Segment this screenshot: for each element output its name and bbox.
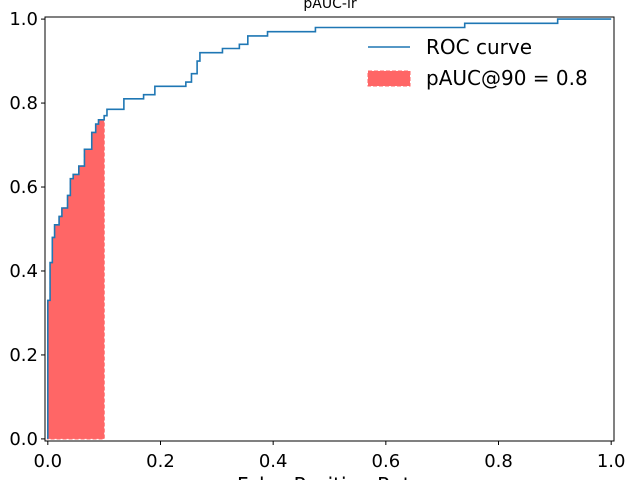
y-tick-label: 0.2 — [9, 345, 38, 366]
y-tick-label: 0.8 — [9, 93, 38, 114]
roc-line — [47, 18, 612, 439]
chart-title: pAUC-lr — [303, 0, 356, 12]
y-tick-label: 0.4 — [9, 261, 38, 282]
legend: ROC curve pAUC@90 = 0.8 — [367, 35, 588, 90]
y-tick-label: 0.0 — [9, 429, 38, 450]
plot-frame — [44, 16, 615, 442]
x-tick-label: 0.4 — [259, 451, 288, 472]
x-tick-label: 1.0 — [597, 451, 626, 472]
legend-patch — [367, 70, 411, 87]
legend-label: pAUC@90 = 0.8 — [426, 66, 588, 90]
x-tick-label: 0.2 — [146, 451, 175, 472]
x-tick-label: 0.6 — [372, 451, 401, 472]
pauc-area — [47, 119, 105, 440]
x-tick-label: 0.8 — [484, 451, 513, 472]
y-tick-label: 0.6 — [9, 177, 38, 198]
legend-label: ROC curve — [426, 35, 532, 59]
y-tick-label: 1.0 — [9, 9, 38, 30]
x-axis-label: False Positive Rate — [237, 473, 423, 480]
x-tick-label: 0.0 — [33, 451, 62, 472]
